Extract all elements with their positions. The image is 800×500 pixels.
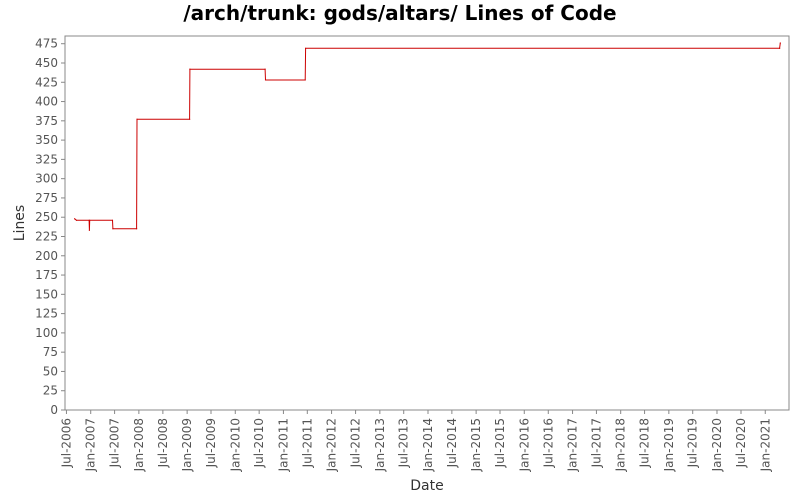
data-point (264, 79, 267, 81)
y-tick-label: 350 (35, 133, 58, 147)
x-tick-label: Jul-2018 (638, 418, 652, 468)
y-tick-label: 100 (35, 326, 58, 340)
data-point (264, 68, 266, 70)
x-tick-label: Jan-2020 (710, 418, 724, 472)
y-tick-label: 250 (35, 210, 58, 224)
y-tick-label: 150 (35, 287, 58, 301)
x-axis: Jul-2006 Jan-2007 Jul-2007 Jan-2008 Jul-2008… (59, 410, 772, 472)
data-point (779, 47, 781, 49)
data-point (112, 228, 114, 230)
x-tick-label: Jul-2014 (445, 418, 459, 468)
x-tick-label: Jan-2008 (132, 418, 146, 472)
x-tick-label: Jan-2019 (662, 418, 676, 472)
y-tick-label: 275 (35, 191, 58, 205)
x-tick-label: Jan-2012 (325, 418, 339, 472)
x-tick-label: Jan-2011 (276, 418, 290, 472)
x-tick-label: Jul-2015 (493, 418, 507, 468)
y-tick-label: 300 (35, 172, 58, 186)
y-tick-label: 200 (35, 249, 58, 263)
x-tick-label: Jul-2011 (300, 418, 314, 468)
data-point (136, 228, 138, 230)
x-tick-label: Jan-2010 (228, 418, 242, 472)
series-layer (74, 42, 781, 231)
y-tick-label: 325 (35, 152, 58, 166)
y-axis-label: Lines (12, 205, 28, 241)
y-tick-label: 0 (50, 403, 58, 417)
x-tick-label: Jan-2014 (421, 418, 435, 472)
x-tick-label: Jul-2020 (734, 418, 748, 468)
y-tick-label: 425 (35, 75, 58, 89)
y-tick-label: 175 (35, 268, 58, 282)
y-tick-label: 50 (43, 364, 58, 378)
x-tick-label: Jan-2009 (180, 418, 194, 472)
x-tick-label: Jan-2018 (614, 418, 628, 472)
y-tick-label: 225 (35, 229, 58, 243)
x-tick-label: Jan-2007 (84, 418, 98, 472)
x-tick-label: Jul-2006 (59, 418, 73, 468)
data-point (111, 219, 114, 221)
data-point (74, 218, 76, 220)
x-tick-label: Jul-2017 (589, 418, 603, 468)
x-tick-label: Jan-2016 (517, 418, 531, 472)
y-tick-label: 450 (35, 56, 58, 70)
x-tick-label: Jan-2013 (373, 418, 387, 472)
x-tick-label: Jan-2021 (758, 418, 772, 472)
x-axis-label: Date (410, 478, 443, 494)
x-tick-label: Jul-2016 (541, 418, 555, 468)
y-tick-label: 75 (43, 345, 58, 359)
x-tick-label: Jan-2017 (566, 418, 580, 472)
data-point (189, 118, 191, 120)
x-tick-label: Jul-2009 (204, 418, 218, 468)
y-tick-label: 400 (35, 95, 58, 109)
x-tick-label: Jul-2019 (686, 418, 700, 468)
data-point (136, 118, 138, 120)
x-tick-label: Jul-2010 (252, 418, 266, 468)
data-point (779, 42, 781, 44)
data-point (75, 219, 78, 221)
x-tick-label: Jul-2007 (108, 418, 122, 468)
data-point (304, 79, 306, 81)
y-tick-label: 125 (35, 307, 58, 321)
data-point (304, 47, 307, 49)
data-point (88, 229, 91, 231)
y-axis: 0 25 50 75 100 125 150 175 200 225 250 275 300 325 350… (35, 37, 65, 417)
y-tick-label: 25 (43, 384, 58, 398)
chart-title: /arch/trunk: gods/altars/ Lines of Code (183, 1, 616, 25)
plot-area (64, 35, 790, 411)
x-tick-label: Jul-2008 (156, 418, 170, 468)
x-tick-label: Jul-2012 (349, 418, 363, 468)
x-tick-label: Jan-2015 (469, 418, 483, 472)
data-point (189, 68, 191, 70)
y-tick-label: 475 (35, 37, 58, 51)
y-tick-label: 375 (35, 114, 58, 128)
x-tick-label: Jul-2013 (397, 418, 411, 468)
data-point (89, 219, 91, 221)
